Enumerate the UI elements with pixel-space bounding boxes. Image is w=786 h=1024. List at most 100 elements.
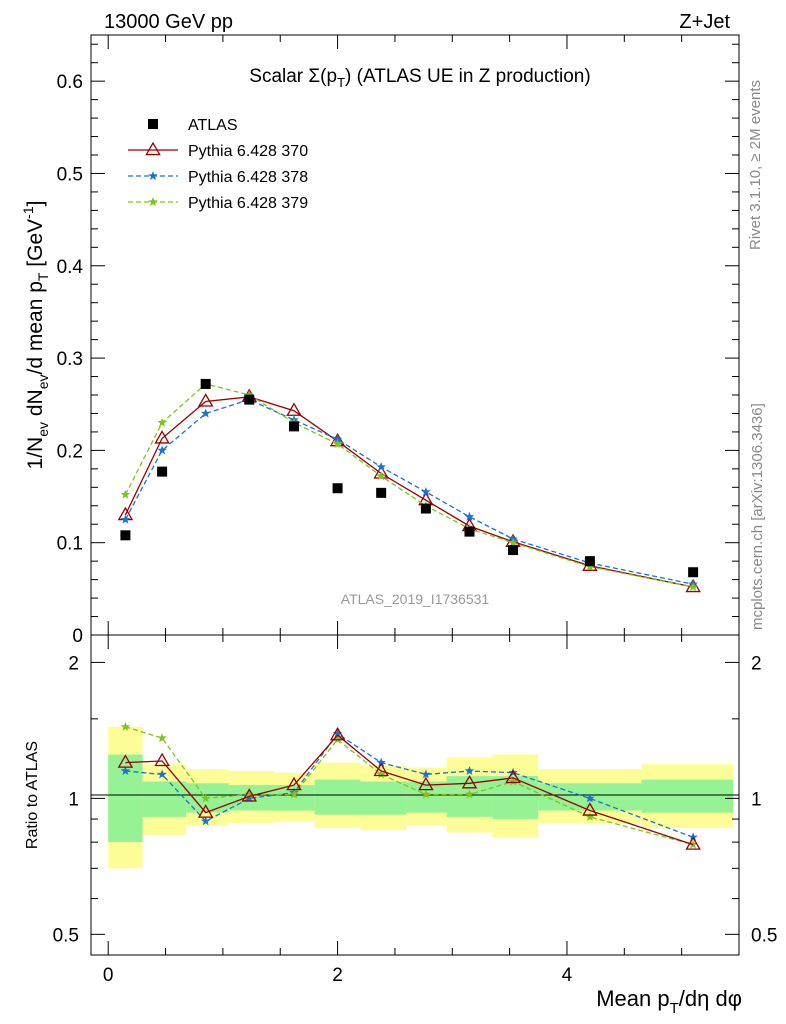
legend-label: ATLAS — [188, 117, 238, 134]
ratio-point — [200, 816, 211, 826]
uncertainty-band-green — [360, 781, 407, 815]
data-point — [508, 545, 519, 556]
process-label: Z+Jet — [679, 11, 730, 33]
ratio-frame — [90, 634, 740, 956]
legend-marker — [145, 141, 161, 156]
ratio-point — [582, 802, 598, 816]
main-ytick-label: 0.4 — [57, 257, 84, 278]
main-panel: 0 0.1 0.2 0.3 0.4 0.5 0.6 Scalar Σ(pT) (ATLAS … — [20, 34, 740, 647]
ratio-ytick-label-right: 0.5 — [751, 925, 777, 946]
data-point — [200, 378, 211, 389]
uncertainty-band-green — [406, 781, 447, 813]
ratio-point — [332, 734, 343, 744]
data-point — [157, 417, 167, 427]
ratio-ytick-label: 0.5 — [53, 925, 79, 946]
ratio-ytick-label-right: 2 — [751, 653, 762, 674]
ratio-point — [421, 769, 431, 779]
data-point — [464, 511, 475, 521]
ratio-line — [125, 732, 694, 838]
data-point — [376, 462, 386, 471]
mcplots-label: mcplots.cern.ch [arXiv:1306.3436] — [749, 403, 766, 630]
data-point — [688, 582, 698, 591]
data-point — [585, 561, 595, 571]
data-point — [197, 393, 214, 407]
rivet-label: Rivet 3.1.10, ≥ 2M events — [747, 80, 764, 250]
x-tick-label: 0 — [103, 965, 114, 986]
ratio-panel: 0.5 0.5 1 1 2 2 0 2 4 Ratio to ATLAS Mean pT/dη … — [24, 634, 777, 1017]
main-ytick-label: 0.6 — [57, 72, 83, 93]
ratio-ylabel: Ratio to ATLAS — [24, 741, 41, 849]
ratio-point — [244, 793, 254, 803]
data-point — [120, 530, 131, 541]
data-point — [376, 471, 386, 481]
uncertainty-band-green — [641, 779, 734, 813]
main-ytick-label: 0.5 — [57, 164, 83, 185]
ratio-point — [461, 774, 478, 789]
legend-marker — [148, 197, 158, 206]
legend-marker — [148, 119, 158, 129]
ratio-point — [685, 836, 701, 850]
main-ytick-label: 0.2 — [57, 441, 83, 462]
ratio-point — [421, 789, 431, 799]
analysis-tag: ATLAS_2019_I1736531 — [341, 591, 490, 607]
main-title: Scalar Σ(pT) (ATLAS UE in Z production) — [249, 66, 590, 90]
ratio-ytick-label: 1 — [68, 789, 79, 810]
legend-label: Pythia 6.428 370 — [188, 143, 308, 160]
series-line — [124, 396, 694, 588]
uncertainty-band-green — [314, 779, 361, 815]
ratio-point — [244, 789, 254, 799]
data-point — [244, 390, 254, 399]
ratio-point — [418, 776, 434, 791]
data-point — [584, 556, 595, 567]
data-point — [332, 483, 343, 494]
data-point — [244, 394, 255, 405]
ratio-point — [329, 726, 346, 741]
data-point — [376, 487, 387, 498]
ratio-series-layer — [117, 721, 701, 850]
series-line — [124, 383, 694, 588]
ratio-point — [332, 728, 343, 738]
ratio-point — [157, 733, 167, 743]
ratio-point — [376, 769, 386, 779]
ratio-point — [120, 721, 131, 731]
main-ytick-label: 0 — [72, 626, 83, 647]
main-ytick-label: 0.3 — [57, 349, 83, 370]
data-point — [332, 438, 343, 448]
legend-marker — [148, 171, 158, 180]
data-point — [154, 430, 170, 444]
legend-label: Pythia 6.428 378 — [188, 169, 308, 186]
ratio-point — [197, 804, 214, 818]
data-point — [688, 567, 699, 578]
data-point — [332, 434, 343, 444]
ratio-point — [117, 754, 134, 768]
uncertainty-band-green — [142, 781, 187, 817]
data-point — [200, 408, 211, 418]
ratio-point — [373, 762, 389, 777]
ratio-line — [125, 734, 694, 846]
data-point — [464, 526, 475, 537]
ratio-point — [120, 766, 131, 775]
x-tick-label: 4 — [562, 965, 573, 986]
ratio-point — [289, 789, 299, 799]
data-point — [289, 421, 300, 432]
main-series-layer — [117, 378, 701, 593]
ratio-point — [154, 752, 170, 767]
data-point — [157, 466, 168, 477]
main-ytick-label: 0.1 — [57, 534, 83, 555]
ratio-line — [125, 726, 694, 846]
ratio-point — [464, 766, 475, 775]
data-point — [420, 503, 431, 514]
ratio-point — [376, 757, 386, 767]
ratio-ytick-label-right: 1 — [751, 789, 762, 810]
x-tick-label: 2 — [332, 965, 343, 986]
ratio-point — [585, 793, 595, 803]
data-point — [508, 537, 518, 547]
ratio-ytick-label: 2 — [68, 653, 79, 674]
energy-label: 13000 GeV pp — [104, 11, 233, 33]
ratio-point — [241, 788, 258, 802]
legend-label: Pythia 6.428 379 — [188, 195, 308, 212]
ratio-point — [286, 776, 302, 791]
ratio-point — [157, 769, 167, 779]
data-point — [421, 486, 431, 496]
ratio-point — [505, 769, 521, 784]
